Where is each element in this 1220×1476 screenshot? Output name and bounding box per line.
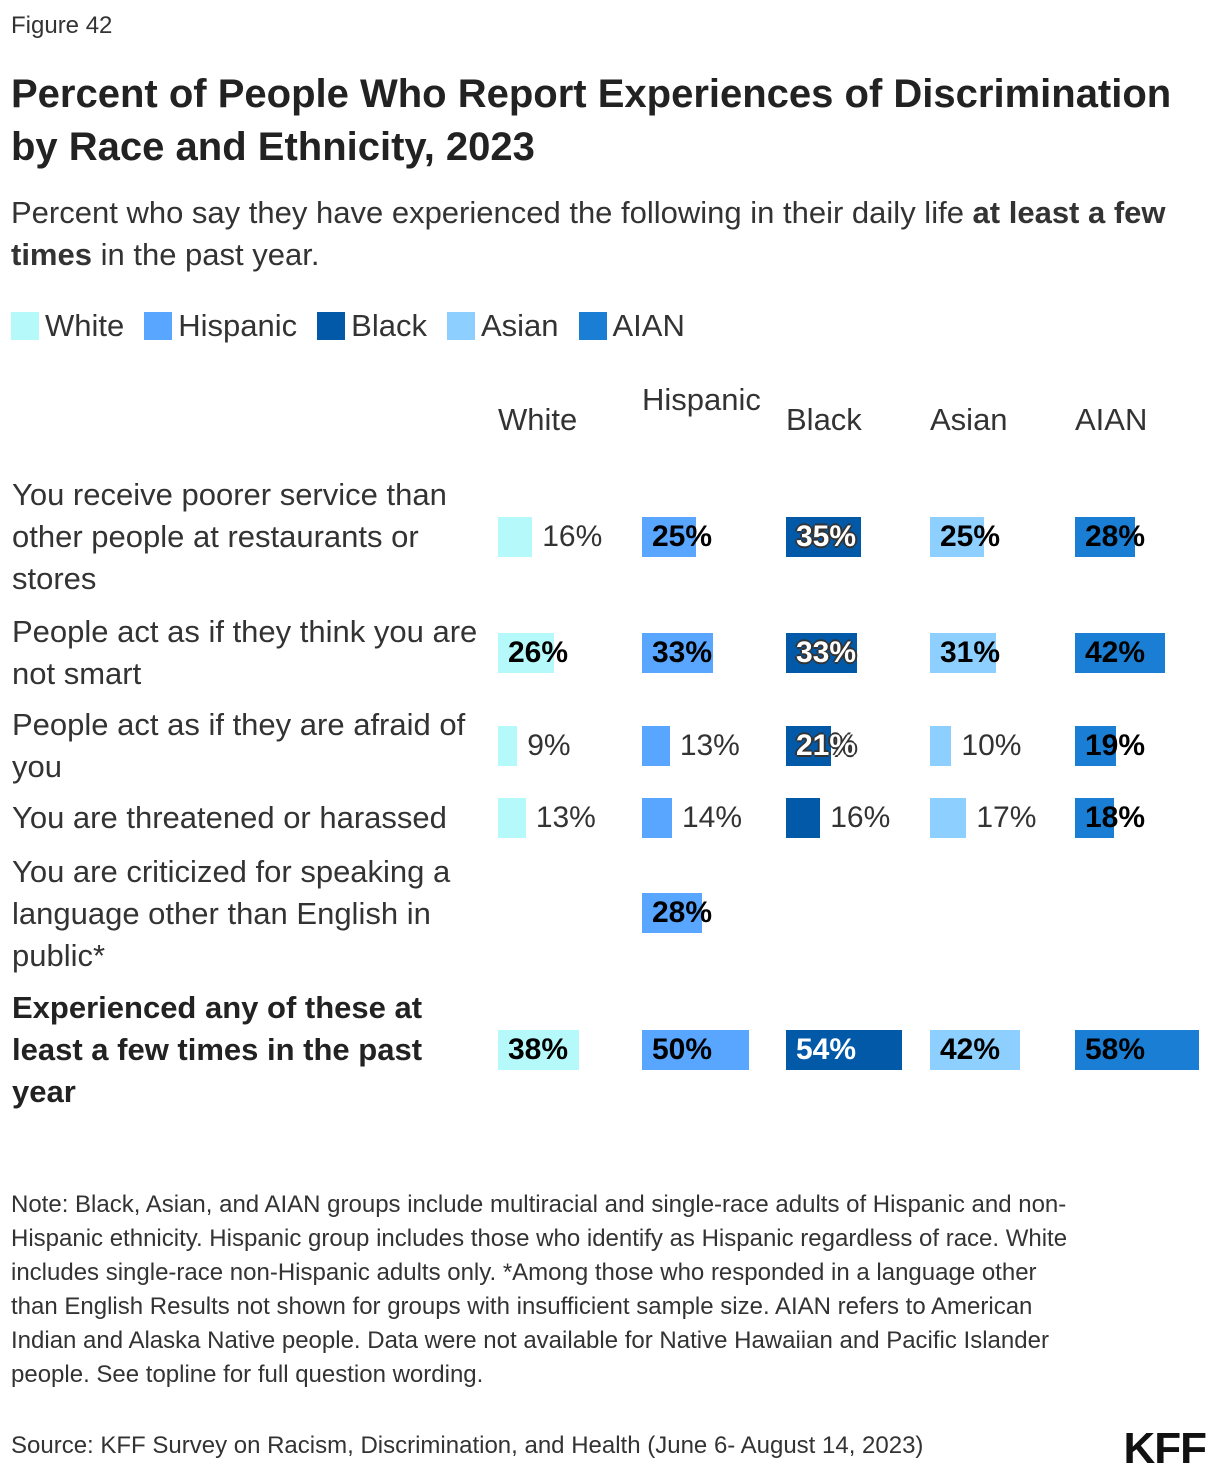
legend-label: Black [351,308,427,343]
kff-logo: KFF [1123,1424,1207,1473]
row-label: People act as if they are afraid of you [12,707,466,784]
data-label: 17% [976,801,1037,834]
data-label: 33% [652,636,713,669]
legend: White Hispanic Black Asian AIAN [11,308,705,344]
data-label: 21% [796,729,857,762]
row-label: You receive poorer service than other pe… [12,477,447,596]
data-label: 26% [508,636,569,669]
bar-hispanic [642,517,696,557]
data-label: 31% [940,636,1001,669]
data-label: 35% [796,520,857,553]
legend-item: Hispanic [144,308,297,344]
bar-black [786,517,861,557]
bar-hispanic [642,633,713,673]
legend-swatch [578,312,607,340]
data-label: 18% [1085,801,1146,834]
row-label: You are threatened or harassed [12,800,447,835]
bar-black [786,633,857,673]
subtitle-pre: Percent who say they have experienced th… [11,195,973,230]
row-label: People act as if they think you are not … [12,614,478,691]
note: Note: Black, Asian, and AIAN groups incl… [11,1191,1068,1388]
bar-black [786,1030,902,1070]
bar-asian [930,517,984,557]
data-label: 25% [652,520,713,553]
bar-black [786,798,821,838]
bar-asian [930,1030,1020,1070]
bar-aian [1075,726,1116,766]
chart-title: Percent of People Who Report Experiences… [11,72,1172,169]
legend-label: Hispanic [178,308,298,343]
bar-hispanic [642,726,670,766]
data-label: 25% [940,520,1001,553]
data-label: 13% [535,801,596,834]
row-label: You are criticized for speaking a langua… [12,854,451,973]
column-header: White [498,402,578,437]
bar-white [498,726,518,766]
bar-aian [1075,1030,1200,1070]
data-label: 13% [679,729,740,762]
data-label: 54% [796,1033,857,1066]
data-label: 58% [1085,1033,1146,1066]
data-label: 42% [1085,636,1146,669]
source: Source: KFF Survey on Racism, Discrimina… [11,1432,924,1459]
bar-aian [1075,633,1165,673]
bar-black [786,726,831,766]
data-label: 42% [940,1033,1001,1066]
data-label: 14% [681,801,742,834]
column-header: AIAN [1075,402,1148,437]
row-label: Experienced any of these at least a few … [12,990,423,1109]
bar-white [498,633,554,673]
figure-label: Figure 42 [11,12,113,39]
legend-label: AIAN [612,308,685,343]
legend-swatch [11,312,39,340]
data-label: 9% [527,729,571,762]
legend-label: White [45,308,125,343]
legend-label: Asian [480,308,559,343]
bar-asian [930,798,967,838]
legend-swatch [317,312,346,340]
bar-hispanic [642,893,702,933]
chart-subtitle: Percent who say they have experienced th… [11,192,1211,276]
legend-swatch [446,312,475,340]
bar-hispanic [642,798,672,838]
legend-item: Asian [446,308,559,344]
legend-swatch [144,312,173,340]
bar-white [498,517,533,557]
legend-item: AIAN [578,308,685,344]
legend-item: Black [317,308,427,344]
legend-item: White [11,308,124,344]
data-label: 50% [652,1033,713,1066]
data-label: 10% [961,729,1022,762]
bar-white [498,1030,580,1070]
bar-hispanic [642,1030,749,1070]
bar-asian [930,633,997,673]
data-label: 38% [508,1033,569,1066]
column-header: Hispanic [642,382,761,417]
subtitle-bold: at least a few times [11,195,1166,272]
data-label: 16% [542,520,603,553]
data-label: 28% [652,896,713,929]
subtitle-post: in the past year. [91,237,320,272]
data-label: 28% [1085,520,1146,553]
bar-aian [1075,517,1135,557]
column-header: Black [786,402,862,437]
bar-white [498,798,526,838]
column-header: Asian [930,402,1008,437]
data-label: 33% [796,636,857,669]
bar-aian [1075,798,1114,838]
data-label: 16% [830,801,891,834]
bar-asian [930,726,952,766]
data-label: 19% [1085,729,1146,762]
